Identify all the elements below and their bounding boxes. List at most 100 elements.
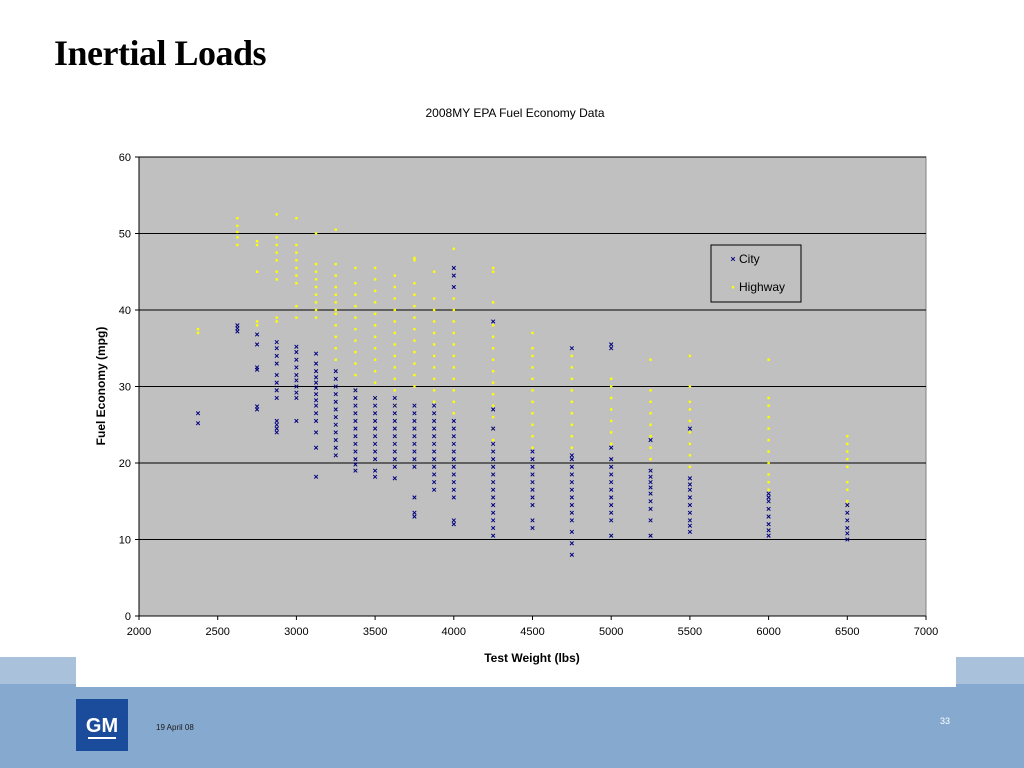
city-point (490, 457, 496, 462)
x-tick-label: 7000 (914, 626, 938, 638)
city-mark-stroke (687, 482, 693, 487)
highway-point (255, 324, 259, 327)
x-tick-label: 6500 (835, 626, 859, 638)
highway-point (354, 266, 357, 270)
city-point (609, 342, 614, 347)
highway-point (688, 385, 692, 388)
highway-point (767, 488, 770, 491)
city-mark-stroke (569, 495, 575, 500)
city-mark-stroke (333, 376, 338, 382)
highway-point (649, 412, 652, 415)
highway-point (688, 400, 692, 403)
city-mark-stroke (412, 426, 417, 431)
legend-city-marker (730, 256, 736, 262)
city-point (313, 385, 319, 391)
highway-point (255, 270, 259, 273)
city-point (530, 457, 535, 462)
city-point (372, 403, 378, 408)
highway-point (432, 297, 436, 300)
city-mark-stroke (372, 403, 378, 408)
city-point (648, 506, 653, 512)
city-mark-stroke (648, 474, 653, 479)
city-mark-stroke (530, 525, 535, 531)
city-point (353, 426, 358, 431)
city-mark-stroke (294, 344, 299, 349)
city-point (648, 479, 653, 485)
city-mark-stroke (431, 487, 437, 492)
city-point (294, 349, 299, 355)
highway-point (295, 251, 298, 254)
city-point (431, 434, 437, 439)
highway-point (393, 354, 396, 358)
city-point (490, 495, 496, 500)
city-mark-stroke (490, 426, 496, 431)
city-point (845, 510, 850, 515)
city-point (294, 365, 299, 370)
highway-point (295, 266, 298, 270)
city-point (392, 449, 397, 454)
city-mark-stroke (609, 472, 614, 477)
highway-point (432, 366, 436, 369)
city-mark-stroke (392, 464, 397, 469)
city-mark-stroke (392, 411, 397, 416)
city-point (530, 502, 535, 508)
highway-point (236, 224, 239, 228)
city-point (451, 418, 456, 424)
city-mark-stroke (490, 495, 496, 500)
highway-point (413, 362, 416, 365)
highway-point (334, 308, 337, 312)
city-point (490, 472, 496, 477)
city-point (569, 453, 575, 458)
highway-point (413, 316, 416, 319)
highway-point (610, 442, 613, 446)
city-point (372, 395, 378, 401)
city-mark-stroke (274, 339, 279, 345)
highway-point (413, 256, 416, 260)
city-mark-stroke (431, 479, 437, 485)
highway-point (570, 400, 574, 403)
city-point (569, 541, 575, 546)
highway-point (275, 270, 278, 273)
highway-point (314, 308, 318, 312)
city-point (687, 487, 693, 492)
city-mark-stroke (412, 510, 417, 515)
highway-point (531, 347, 534, 350)
city-mark-stroke (609, 518, 614, 523)
city-mark-stroke (392, 457, 397, 462)
city-mark-stroke (412, 514, 417, 519)
footer-date: 19 April 08 (156, 723, 194, 732)
city-point (569, 502, 575, 508)
y-tick-label: 0 (125, 611, 131, 623)
highway-point (314, 285, 318, 289)
city-mark-stroke (451, 449, 456, 454)
city-point (648, 533, 653, 538)
highway-point (491, 370, 495, 373)
highway-point (295, 282, 298, 285)
city-mark-stroke (313, 361, 319, 366)
city-mark-stroke (412, 495, 417, 500)
x-tick-label: 6000 (756, 626, 780, 638)
city-point (766, 528, 771, 533)
city-point (530, 479, 535, 485)
city-point (333, 399, 338, 404)
city-mark-stroke (333, 384, 338, 389)
city-point (845, 525, 850, 531)
city-point (609, 346, 614, 351)
highway-point (334, 324, 337, 327)
highway-point (413, 385, 416, 388)
city-mark-stroke (353, 457, 358, 462)
highway-point (531, 389, 534, 392)
highway-point (275, 236, 278, 239)
highway-point (295, 316, 298, 319)
city-point (313, 361, 319, 366)
highway-point (570, 435, 574, 438)
city-point (313, 380, 319, 385)
highway-point (334, 312, 337, 316)
highway-point (432, 400, 436, 403)
tick-labels: 0 10 20 30 40 50 60 2000 2500 3000 3500 4000 4500 500… (119, 152, 938, 638)
highway-point (531, 377, 534, 381)
city-mark-stroke (372, 468, 378, 473)
city-point (569, 552, 575, 557)
city-mark-stroke (648, 533, 653, 538)
gm-logo: GM (76, 699, 128, 751)
